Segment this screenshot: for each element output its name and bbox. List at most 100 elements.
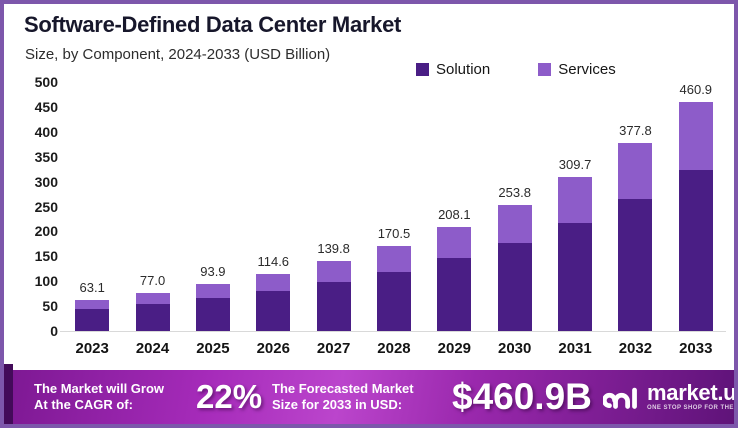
bar-segment-solution bbox=[256, 291, 291, 331]
y-tick-label: 150 bbox=[34, 248, 58, 265]
forecast-caption-line1: The Forecasted Market bbox=[272, 381, 414, 396]
x-axis-label: 2024 bbox=[135, 340, 170, 357]
plot-area: 63.1 77.0 93.9 114.6 139.8 170.5 208.1 253.8 309… bbox=[62, 82, 726, 331]
marketus-logo-text: market.us bbox=[647, 380, 737, 405]
bar-group-2033: 460.9 bbox=[666, 82, 726, 331]
bar-2033 bbox=[678, 101, 713, 331]
legend-swatch-services bbox=[538, 63, 552, 76]
legend-label-services: Services bbox=[558, 61, 616, 78]
x-axis-label: 2032 bbox=[618, 340, 653, 357]
bar-total-label: 309.7 bbox=[558, 156, 592, 172]
chart-legend: Solution Services bbox=[416, 61, 616, 78]
x-axis-label: 2026 bbox=[256, 340, 290, 357]
y-tick-label: 200 bbox=[34, 223, 58, 240]
forecast-value: $460.9B bbox=[452, 376, 592, 417]
bar-segment-services bbox=[256, 273, 291, 292]
x-axis-label: 2025 bbox=[196, 340, 230, 357]
bar-segment-solution bbox=[135, 304, 170, 331]
bar-total-label: 377.8 bbox=[619, 122, 652, 138]
x-axis-label: 2028 bbox=[377, 340, 411, 357]
x-axis-label: 2029 bbox=[437, 340, 472, 357]
bar-segment-services bbox=[135, 292, 170, 305]
bar-2030 bbox=[497, 204, 532, 331]
cagr-caption-line2: At the CAGR of: bbox=[34, 397, 133, 412]
bar-total-label: 77.0 bbox=[139, 272, 166, 288]
y-tick-label: 50 bbox=[42, 298, 58, 315]
bar-2028 bbox=[376, 246, 411, 331]
cagr-caption-line1: The Market will Grow bbox=[34, 381, 165, 396]
y-tick-label: 500 bbox=[34, 74, 58, 90]
bar-group-2029: 208.1 bbox=[424, 82, 484, 331]
bar-total-label: 114.6 bbox=[257, 253, 290, 269]
y-axis: 0 50 100 150 200 250 300 350 400 450 500 bbox=[16, 74, 60, 339]
bar-total-label: 139.8 bbox=[317, 241, 350, 257]
x-axis-line bbox=[60, 331, 726, 332]
x-axis-label: 2027 bbox=[316, 340, 351, 357]
bar-segment-solution bbox=[376, 271, 411, 331]
bar-total-label: 93.9 bbox=[200, 264, 226, 280]
footer-banner: The Market will Grow At the CAGR of: 22%… bbox=[4, 370, 734, 424]
bar-group-2027: 139.8 bbox=[303, 82, 363, 331]
legend-item-solution: Solution bbox=[416, 61, 490, 78]
bar-segment-services bbox=[678, 101, 713, 171]
legend-swatch-solution bbox=[416, 63, 429, 76]
y-tick-label: 100 bbox=[34, 273, 58, 290]
x-axis-label: 2031 bbox=[558, 340, 592, 357]
legend-label-solution: Solution bbox=[436, 61, 491, 78]
forecast-caption: The Forecasted Market Size for 2033 in U… bbox=[272, 381, 414, 413]
bar-total-label: 170.5 bbox=[377, 226, 411, 242]
marketus-logo: market.us ONE STOP SHOP FOR THE REPORTS bbox=[603, 380, 737, 413]
bar-segment-solution bbox=[437, 258, 472, 331]
bar-segment-solution bbox=[618, 199, 653, 331]
bar-2027 bbox=[316, 261, 351, 331]
bar-segment-services bbox=[437, 227, 472, 259]
bar-group-2024: 77.0 bbox=[122, 82, 182, 331]
bar-segment-services bbox=[316, 261, 351, 283]
bar-segment-solution bbox=[195, 298, 230, 331]
bar-total-label: 460.9 bbox=[679, 81, 713, 97]
bar-group-2025: 93.9 bbox=[183, 82, 243, 331]
bar-segment-services bbox=[376, 246, 411, 272]
bar-segment-solution bbox=[497, 242, 532, 331]
marketus-logo-tagline: ONE STOP SHOP FOR THE REPORTS bbox=[647, 405, 734, 411]
bar-2029 bbox=[437, 227, 472, 331]
cagr-value: 22% bbox=[196, 378, 263, 415]
bar-group-2026: 114.6 bbox=[243, 82, 303, 331]
bar-total-label: 253.8 bbox=[498, 184, 531, 200]
cagr-caption: The Market will Grow At the CAGR of: bbox=[34, 381, 164, 413]
bar-2031 bbox=[558, 176, 593, 331]
bar-segment-solution bbox=[558, 223, 593, 331]
bar-segment-services bbox=[497, 204, 532, 243]
legend-item-services: Services bbox=[538, 61, 616, 78]
y-tick-label: 450 bbox=[34, 98, 58, 115]
y-tick-label: 400 bbox=[34, 123, 58, 140]
x-axis-label: 2023 bbox=[75, 340, 109, 357]
x-axis: 2023 2024 2025 2026 2027 2028 2029 2030 2031 2032… bbox=[62, 340, 726, 357]
y-tick-label: 250 bbox=[34, 198, 58, 215]
bar-group-2032: 377.8 bbox=[605, 82, 665, 331]
bar-segment-solution bbox=[316, 282, 351, 331]
bar-segment-solution bbox=[75, 309, 110, 331]
bar-group-2030: 253.8 bbox=[485, 82, 545, 331]
bar-segment-solution bbox=[678, 170, 713, 331]
bar-2026 bbox=[256, 273, 291, 331]
bar-segment-services bbox=[195, 284, 230, 299]
banner-fold-decoration bbox=[4, 364, 13, 424]
y-tick-label: 300 bbox=[34, 173, 58, 190]
bar-2023 bbox=[75, 299, 110, 331]
bar-segment-services bbox=[558, 176, 593, 224]
bar-group-2031: 309.7 bbox=[545, 82, 605, 331]
y-tick-label: 0 bbox=[50, 323, 58, 339]
bar-2024 bbox=[135, 292, 170, 331]
y-tick-label: 350 bbox=[34, 148, 58, 165]
x-axis-label: 2033 bbox=[679, 340, 713, 357]
forecast-caption-line2: Size for 2033 in USD: bbox=[272, 397, 403, 412]
bar-2025 bbox=[195, 284, 230, 331]
bar-total-label: 208.1 bbox=[438, 207, 471, 223]
marketus-logo-icon bbox=[603, 387, 637, 409]
bar-group-2023: 63.1 bbox=[62, 82, 122, 331]
page-title: Software-Defined Data Center Market bbox=[24, 12, 402, 37]
bar-segment-services bbox=[618, 142, 653, 200]
bar-2032 bbox=[618, 142, 653, 331]
